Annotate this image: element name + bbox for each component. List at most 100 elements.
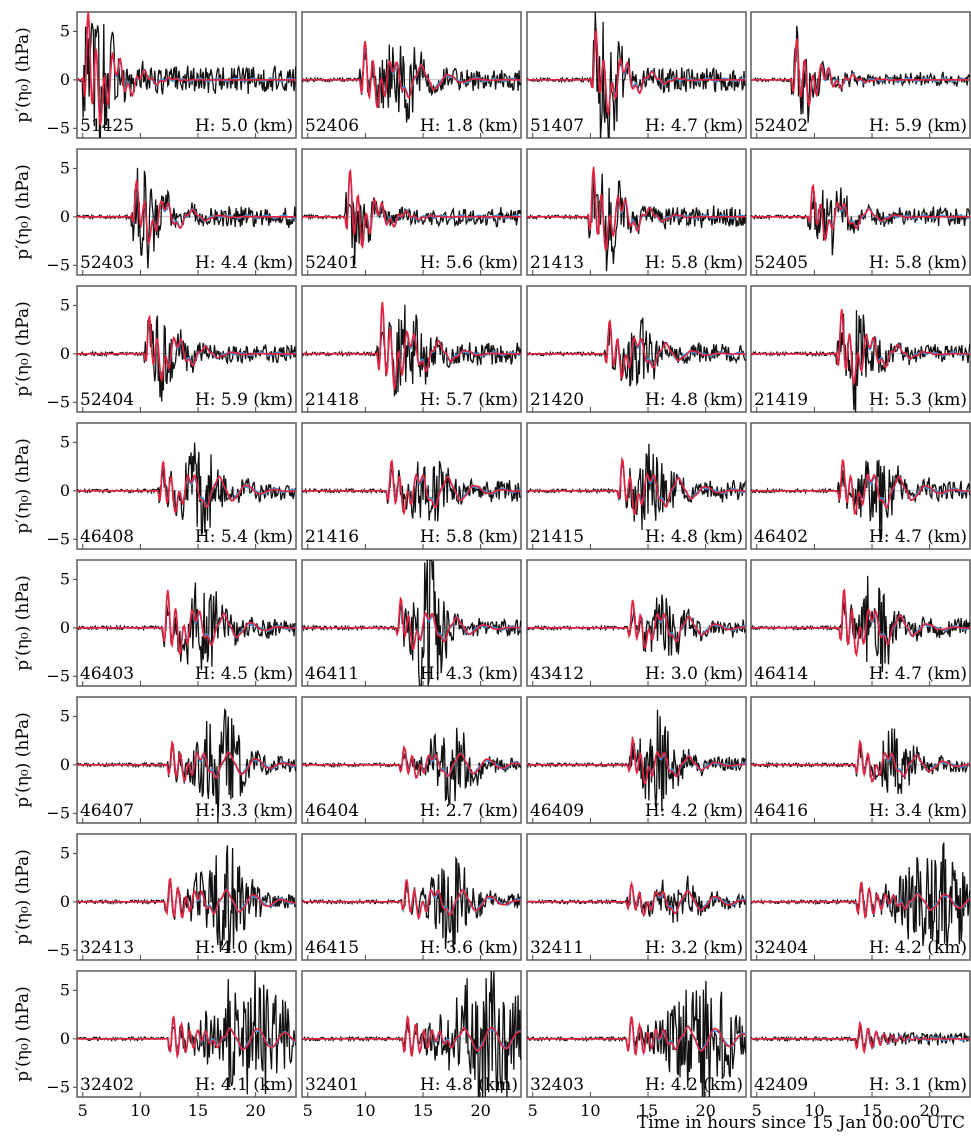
panel-frame bbox=[301, 148, 522, 276]
depth-label: H: 4.8 (km) bbox=[645, 390, 743, 410]
y-axis-label: p′(η₀) (hPa) bbox=[13, 712, 33, 807]
model-b-series-line bbox=[527, 599, 746, 649]
panel: 52401 H: 5.6 (km) bbox=[301, 148, 522, 276]
model-b-series-line bbox=[527, 880, 746, 917]
model-b-series-line bbox=[77, 877, 296, 920]
panel: 32403 H: 4.2 (km) 5 10 15 20 bbox=[526, 970, 747, 1120]
panel: 51407 H: 4.7 (km) bbox=[526, 11, 747, 139]
depth-label: H: 5.8 (km) bbox=[645, 253, 743, 273]
y-tick-label: 5 bbox=[60, 706, 70, 725]
panel: 52404 H: 5.9 (km) −5 0 5 p′(η₀) (hPa) bbox=[13, 285, 297, 413]
station-label: 21413 bbox=[530, 253, 584, 273]
panel-frame bbox=[750, 970, 971, 1098]
panel: 52406 H: 1.8 (km) bbox=[301, 11, 522, 139]
depth-label: H: 4.7 (km) bbox=[869, 527, 967, 547]
x-tick-label: 20 bbox=[470, 1101, 490, 1120]
panel: 52405 H: 5.8 (km) bbox=[750, 148, 971, 276]
station-label: 52404 bbox=[80, 390, 134, 410]
station-label: 43412 bbox=[530, 664, 584, 684]
station-label: 21415 bbox=[530, 527, 584, 547]
panel: 46409 H: 4.2 (km) bbox=[526, 696, 747, 824]
model-b-series-line bbox=[302, 168, 521, 250]
y-tick-label: 5 bbox=[60, 21, 70, 40]
panel-frame bbox=[750, 696, 971, 824]
model-b-series-line bbox=[527, 736, 746, 785]
depth-label: H: 4.8 (km) bbox=[420, 1075, 518, 1095]
depth-label: H: 5.3 (km) bbox=[869, 390, 967, 410]
model-b-series-line bbox=[302, 40, 521, 108]
station-label: 46415 bbox=[305, 938, 359, 958]
depth-label: H: 5.9 (km) bbox=[195, 390, 293, 410]
y-axis-label: p′(η₀) (hPa) bbox=[13, 164, 33, 259]
model-b-series-line bbox=[77, 739, 296, 783]
panel: 46403 H: 4.5 (km) −5 0 5 p′(η₀) (hPa) bbox=[13, 559, 297, 687]
model-b-series-line bbox=[77, 1015, 296, 1060]
model-b-series-line bbox=[302, 596, 521, 650]
observed-series-line bbox=[77, 22, 296, 138]
depth-label: H: 4.8 (km) bbox=[645, 527, 743, 547]
station-label: 52401 bbox=[305, 253, 359, 273]
station-label: 32401 bbox=[305, 1075, 359, 1095]
x-axis-label: Time in hours since 15 Jan 00:00 UTC bbox=[637, 1113, 965, 1133]
station-label: 21420 bbox=[530, 390, 584, 410]
panel-frame bbox=[750, 559, 971, 687]
depth-label: H: 5.8 (km) bbox=[869, 253, 967, 273]
depth-label: H: 3.1 (km) bbox=[869, 1075, 967, 1095]
observed-series-line bbox=[527, 166, 746, 272]
panel: 46411 H: 4.3 (km) bbox=[301, 559, 522, 687]
model-b-series-line bbox=[527, 167, 746, 251]
panel-frame bbox=[76, 559, 297, 687]
panel-grid: 51425 H: 5.0 (km) −5 0 5 p′(η₀) (hPa) 52406 H: … bbox=[13, 11, 971, 1120]
panel: 32411 H: 3.2 (km) bbox=[526, 833, 747, 961]
y-tick-label: 5 bbox=[60, 843, 70, 862]
station-label: 46409 bbox=[530, 801, 584, 821]
y-axis-label: p′(η₀) (hPa) bbox=[13, 575, 33, 670]
x-tick-label: 10 bbox=[580, 1101, 600, 1120]
y-tick-label: −5 bbox=[46, 529, 70, 548]
depth-label: H: 4.4 (km) bbox=[195, 253, 293, 273]
observed-series-line bbox=[77, 707, 296, 823]
depth-label: H: 4.2 (km) bbox=[645, 801, 743, 821]
panel: 42409 H: 3.1 (km) 5 10 15 20 bbox=[750, 970, 971, 1120]
model-b-series-line bbox=[751, 739, 970, 783]
y-tick-label: −5 bbox=[46, 1077, 70, 1096]
station-label: 46416 bbox=[754, 801, 808, 821]
depth-label: H: 5.6 (km) bbox=[420, 253, 518, 273]
station-label: 46402 bbox=[754, 527, 808, 547]
depth-label: H: 4.2 (km) bbox=[869, 938, 967, 958]
depth-label: H: 4.0 (km) bbox=[195, 938, 293, 958]
y-tick-label: −5 bbox=[46, 392, 70, 411]
panel-frame bbox=[301, 833, 522, 961]
y-tick-label: 5 bbox=[60, 295, 70, 314]
model-b-series-line bbox=[527, 318, 746, 381]
depth-label: H: 4.1 (km) bbox=[195, 1075, 293, 1095]
station-label: 21416 bbox=[305, 527, 359, 547]
station-label: 46407 bbox=[80, 801, 134, 821]
panel: 43412 H: 3.0 (km) bbox=[526, 559, 747, 687]
model-b-series-line bbox=[527, 1016, 746, 1056]
panel-frame bbox=[526, 833, 747, 961]
depth-label: H: 4.7 (km) bbox=[645, 116, 743, 136]
station-label: 32413 bbox=[80, 938, 134, 958]
y-axis-label: p′(η₀) (hPa) bbox=[13, 849, 33, 944]
y-tick-label: 5 bbox=[60, 158, 70, 177]
y-tick-label: 0 bbox=[60, 1029, 70, 1048]
panel: 32404 H: 4.2 (km) bbox=[750, 833, 971, 961]
depth-label: H: 5.8 (km) bbox=[420, 527, 518, 547]
y-axis-label: p′(η₀) (hPa) bbox=[13, 301, 33, 396]
panel: 21415 H: 4.8 (km) bbox=[526, 422, 747, 550]
station-label: 52406 bbox=[305, 116, 359, 136]
model-b-series-line bbox=[751, 38, 970, 107]
depth-label: H: 5.0 (km) bbox=[195, 116, 293, 136]
y-tick-label: 0 bbox=[60, 755, 70, 774]
depth-label: H: 4.3 (km) bbox=[420, 664, 518, 684]
depth-label: H: 3.4 (km) bbox=[869, 801, 967, 821]
station-label: 51407 bbox=[530, 116, 584, 136]
station-label: 32404 bbox=[754, 938, 808, 958]
y-tick-label: 0 bbox=[60, 344, 70, 363]
y-tick-label: 0 bbox=[60, 207, 70, 226]
model-b-series-line bbox=[751, 587, 970, 658]
observed-series-line bbox=[527, 317, 746, 387]
y-tick-label: 0 bbox=[60, 618, 70, 637]
panel: 21413 H: 5.8 (km) bbox=[526, 148, 747, 276]
